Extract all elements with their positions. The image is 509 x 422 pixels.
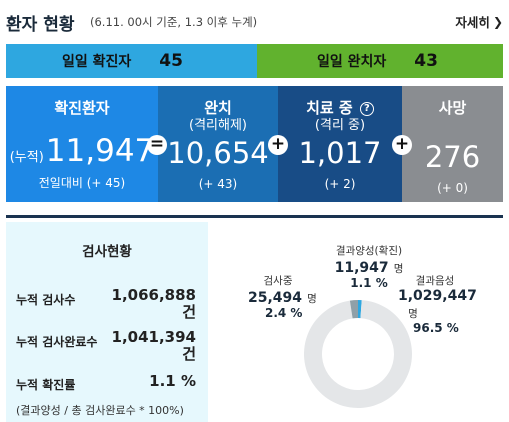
released-subtitle: (격리해제) [189,118,247,133]
donut-segment-positive [358,300,362,319]
donut-segment-negative [304,300,412,408]
page-title: 환자 현황 [6,15,75,35]
total-tests-value: 1,066,888 건 [112,287,196,321]
positive-value-group: 11,947 명 [324,257,414,276]
daily-released-bar: 일일 완치자 43 [257,44,503,78]
confirmed-prefix: (누적) [9,150,44,165]
plus-icon: + [268,135,288,155]
test-status-title: 검사현황 [82,244,132,260]
more-label: 자세히 [455,15,490,30]
treating-change: (+ 2) [324,177,356,191]
section-divider [6,215,503,218]
treating-subtitle: (격리 중) [314,118,366,133]
test-result-donut [304,300,412,408]
negative-unit: 명 [408,308,418,320]
completed-tests-unit: 건 [182,345,196,363]
released-change: (+ 43) [198,177,238,191]
help-icon[interactable]: ? [359,102,374,116]
chevron-right-icon: ❯ [492,14,503,29]
completed-tests-value: 1,041,394 건 [112,329,196,363]
daily-released-label: 일일 완치자 [317,54,387,70]
released-value: 10,654 [167,136,269,170]
positive-value: 11,947 [334,260,389,276]
completed-tests-label: 누적 검사완료수 [16,335,98,349]
testing-label: 검사중 [263,275,293,287]
confirmed-title: 확진환자 [54,99,110,117]
equals-icon: = [147,135,167,155]
deceased-box: 사망 276 (+ 0) [402,86,503,202]
treating-value: 1,017 [298,136,382,170]
released-title: 완치 [204,99,232,117]
page-subtitle: (6.11. 00시 기준, 1.3 이후 누계) [90,15,258,29]
testing-value: 25,494 [248,290,303,306]
positive-rate-note: (결과양성 / 총 검사완료수 * 100%) [16,404,184,417]
testing-unit: 명 [307,293,317,305]
treating-box: 치료 중 ? (격리 중) 1,017 (+ 2) [278,86,402,202]
daily-confirmed-label: 일일 확진자 [62,54,132,70]
plus-icon: + [392,135,412,155]
positive-label: 결과양성(확진) [335,245,403,257]
daily-confirmed-bar: 일일 확진자 45 [6,44,261,78]
confirmed-value: 11,947 [45,133,155,169]
more-details-link[interactable]: 자세히 ❯ [455,12,503,31]
testing-value-group: 25,494 명 [248,287,328,306]
total-tests-number: 1,066,888 [111,286,196,304]
confirmed-change: 전일대비 (+ 45) [38,176,126,190]
total-tests-label: 누적 검사수 [16,293,76,307]
positive-pct: 1.1 % [350,276,388,290]
positive-rate-label: 누적 확진률 [16,378,76,392]
positive-rate-value: 1.1 % [149,372,196,390]
test-status-panel: 검사현황 누적 검사수 1,066,888 건 누적 검사완료수 1,041,3… [6,222,208,422]
treating-title: 치료 중 [306,99,353,117]
negative-value: 1,029,447 [398,288,477,304]
total-tests-unit: 건 [182,303,196,321]
daily-confirmed-value: 45 [159,51,183,71]
negative-label: 결과음성 [415,275,455,287]
negative-pct: 96.5 % [413,321,459,335]
completed-tests-number: 1,041,394 [111,328,196,346]
deceased-title: 사망 [438,99,467,117]
deceased-change: (+ 0) [437,181,468,195]
testing-pct: 2.4 % [265,306,303,320]
positive-unit: 명 [393,263,404,275]
daily-released-value: 43 [414,51,438,71]
confirmed-box: 확진환자 (누적) 11,947 전일대비 (+ 45) [6,86,158,202]
donut-segment-testing [349,300,358,319]
deceased-value: 276 [424,140,481,174]
released-box: 완치 (격리해제) 10,654 (+ 43) [158,86,278,202]
